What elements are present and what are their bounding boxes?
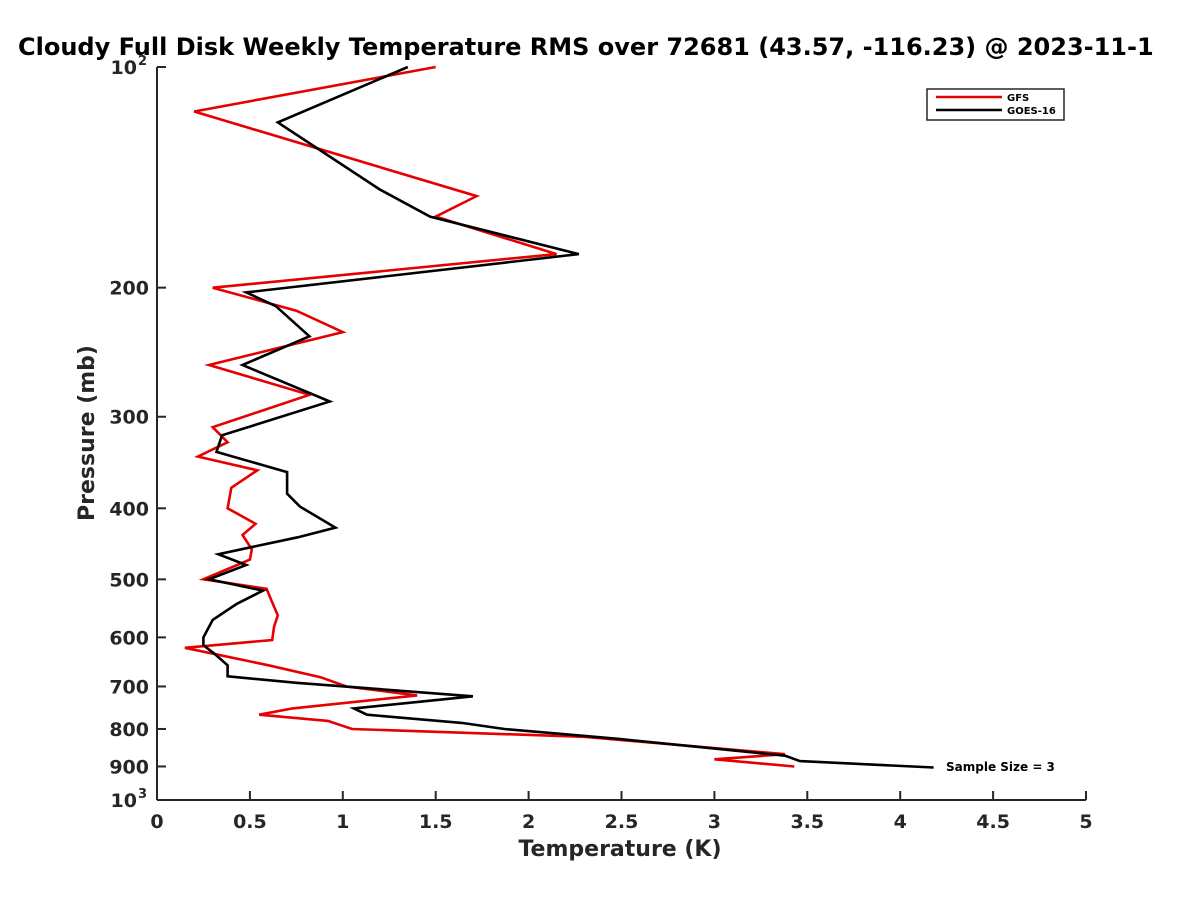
x-axis-ticks: 0 0.5 1 1.5 2 2.5 3 3.5 4 4.5 5	[150, 791, 1093, 833]
sample-size-annotation: Sample Size = 3	[946, 760, 1055, 774]
series-line-goes-16	[202, 65, 934, 769]
y-tick-label: 200	[109, 278, 149, 300]
y-tick-label: 500	[109, 569, 149, 591]
legend-box	[926, 88, 1065, 121]
legend: GFS GOES-16	[926, 88, 1065, 121]
x-tick-label: 3.5	[790, 811, 824, 833]
x-tick-label: 2	[522, 811, 535, 833]
y-tick-label: 300	[109, 407, 149, 429]
x-tick-label: 0	[150, 811, 163, 833]
y-axis-label: Pressure (mb)	[75, 345, 100, 521]
x-tick-label: 2.5	[605, 811, 639, 833]
y-tick-label: 800	[109, 719, 149, 741]
y-tick-label: 10	[111, 790, 137, 812]
y-tick-exponent: 3	[138, 787, 147, 802]
x-tick-label: 0.5	[233, 811, 267, 833]
chart-title: Cloudy Full Disk Weekly Temperature RMS …	[18, 33, 1154, 61]
x-tick-label: 5	[1079, 811, 1092, 833]
x-tick-label: 1.5	[419, 811, 453, 833]
x-tick-label: 1	[336, 811, 349, 833]
x-tick-label: 4.5	[976, 811, 1010, 833]
legend-label-gfs: GFS	[1007, 93, 1029, 104]
y-tick-label: 10	[111, 57, 137, 79]
series-layer	[184, 65, 934, 769]
series-line-gfs	[184, 65, 795, 768]
plot-area: 0 0.5 1 1.5 2 2.5 3 3.5 4 4.5 5 10 2200300400500600…	[109, 54, 1092, 833]
y-tick-exponent: 2	[138, 54, 147, 69]
x-axis-label: Temperature (K)	[518, 837, 721, 862]
plot-background	[157, 67, 1086, 800]
y-tick-label: 400	[109, 498, 149, 520]
x-tick-label: 3	[708, 811, 721, 833]
y-tick-label: 700	[109, 676, 149, 698]
x-tick-label: 4	[894, 811, 907, 833]
legend-label-goes16: GOES-16	[1007, 106, 1056, 117]
y-tick-label: 600	[109, 627, 149, 649]
y-tick-label: 900	[109, 756, 149, 778]
